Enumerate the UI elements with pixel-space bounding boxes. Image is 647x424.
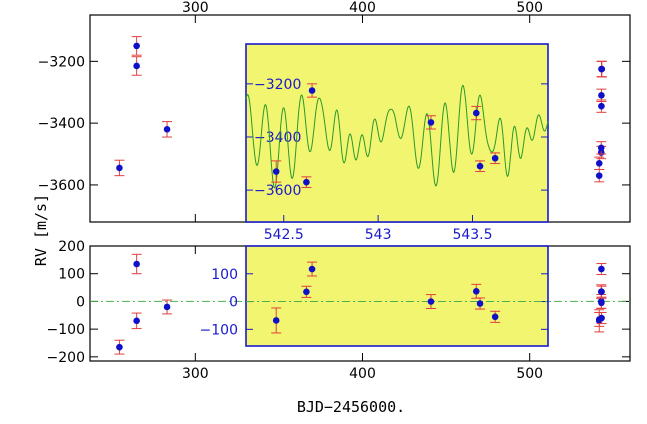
top-point bbox=[163, 126, 171, 133]
top-inset-point bbox=[476, 162, 484, 170]
top-inset-frame bbox=[245, 43, 549, 223]
top-point bbox=[595, 172, 603, 179]
bottom-inset-point bbox=[272, 317, 280, 324]
top-point bbox=[597, 144, 605, 152]
bottom-point bbox=[598, 314, 605, 322]
bottom-y-tick-label: 200 bbox=[58, 239, 85, 255]
x-axis-title: BJD−2456000. bbox=[297, 398, 405, 416]
top-inset-x-tick-label: 542.5 bbox=[264, 227, 304, 243]
top-inset: −3600 −3400 −3200 542.5 543 543.5 bbox=[245, 43, 549, 243]
bottom-point bbox=[116, 343, 123, 351]
top-y-tick-label: −3200 bbox=[38, 54, 85, 70]
top-x-tick-label: 400 bbox=[349, 0, 376, 16]
top-y-tick-label: −3400 bbox=[38, 116, 85, 132]
top-inset-y-tick-label: −3200 bbox=[254, 77, 301, 93]
plot-layer: 300 400 500 −3600 −3400 −3200 300 400 500 −200 −10… bbox=[38, 0, 631, 382]
bottom-y-tick-label: 100 bbox=[58, 267, 85, 283]
bottom-x-tick-label: 300 bbox=[182, 366, 209, 382]
top-inset-point bbox=[308, 87, 316, 94]
top-inset-point bbox=[272, 168, 280, 175]
top-x-tick-label: 300 bbox=[182, 0, 209, 16]
bottom-inset-y-tick-label: −100 bbox=[200, 322, 238, 338]
bottom-inset-frame bbox=[245, 245, 549, 347]
bottom-inset-point bbox=[472, 287, 480, 295]
bottom-inset-point bbox=[427, 298, 435, 305]
top-x-tick-label: 500 bbox=[516, 0, 543, 16]
bottom-inset: −100 0 100 bbox=[200, 245, 549, 347]
bottom-point bbox=[598, 299, 605, 307]
bottom-point bbox=[598, 265, 605, 273]
top-inset-point bbox=[491, 154, 499, 162]
y-axis-title: RV [m/s] bbox=[32, 194, 50, 266]
top-point bbox=[133, 42, 140, 50]
bottom-x-tick-label: 400 bbox=[349, 366, 376, 382]
top-point bbox=[598, 65, 606, 73]
top-point bbox=[595, 159, 603, 167]
bottom-x-tick-label: 500 bbox=[516, 366, 543, 382]
top-inset-point bbox=[427, 119, 435, 126]
top-inset-x-tick-label: 543 bbox=[365, 227, 392, 243]
top-inset-point bbox=[472, 109, 480, 117]
bottom-point bbox=[163, 303, 171, 311]
bottom-inset-point bbox=[303, 288, 310, 296]
top-point bbox=[598, 92, 605, 99]
bottom-inset-point bbox=[491, 313, 499, 321]
bottom-y-tick-label: −200 bbox=[47, 350, 85, 366]
bottom-inset-y-tick-label: 100 bbox=[211, 267, 238, 283]
bottom-point bbox=[598, 288, 605, 296]
bottom-point bbox=[133, 260, 140, 268]
top-point bbox=[116, 164, 123, 172]
top-inset-y-tick-label: −3400 bbox=[254, 130, 301, 146]
top-inset-y-tick-label: −3600 bbox=[254, 183, 301, 199]
bottom-inset-y-tick-label: 0 bbox=[229, 295, 238, 311]
top-point bbox=[598, 102, 605, 110]
bottom-inset-point bbox=[308, 265, 316, 273]
bottom-y-tick-label: 0 bbox=[76, 294, 85, 310]
top-point bbox=[133, 62, 140, 70]
bottom-inset-point bbox=[476, 300, 484, 307]
bottom-point bbox=[133, 317, 140, 325]
top-inset-point bbox=[303, 178, 310, 186]
top-inset-model-curve bbox=[245, 84, 549, 189]
top-inset-x-tick-label: 543.5 bbox=[452, 227, 492, 243]
bottom-y-tick-label: −100 bbox=[47, 322, 85, 338]
top-y-tick-label: −3600 bbox=[38, 178, 85, 194]
